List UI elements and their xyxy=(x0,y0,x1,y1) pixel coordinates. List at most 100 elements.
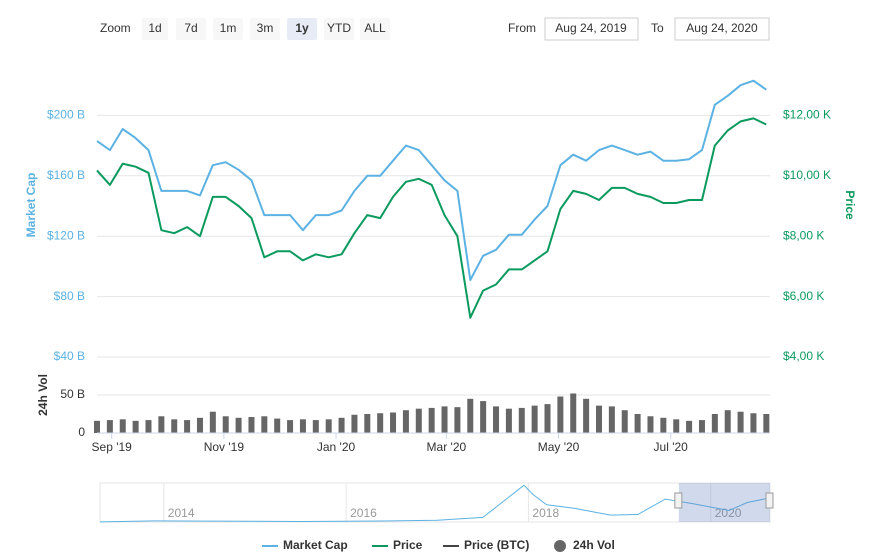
navigator-handle[interactable] xyxy=(674,492,683,509)
volume-bar xyxy=(724,410,731,433)
volume-bar xyxy=(531,405,538,433)
legend-symbol xyxy=(554,540,566,552)
x-tick-label: Sep '19 xyxy=(92,440,133,454)
volume-bar xyxy=(595,405,602,433)
y2-tick-label: $10,00 K xyxy=(783,168,831,182)
line xyxy=(96,79,767,281)
volume-bar xyxy=(402,410,409,433)
volume-bar xyxy=(621,410,628,433)
navigator-tick-label: 2020 xyxy=(715,506,742,520)
navigator-selection[interactable] xyxy=(678,483,770,522)
zoom-button[interactable] xyxy=(360,18,390,40)
y2-tick-label: $8,00 K xyxy=(783,228,824,242)
volume-bar xyxy=(428,407,435,433)
volume-bar xyxy=(312,420,319,433)
navigator-handle[interactable] xyxy=(765,492,774,509)
volume-bar xyxy=(196,417,203,433)
from-value[interactable]: Aug 24, 2019 xyxy=(555,21,627,35)
legend-label[interactable]: 24h Vol xyxy=(573,538,615,552)
volume-bar xyxy=(493,406,500,433)
volume-bar xyxy=(570,393,577,433)
zoom-button-label[interactable]: ALL xyxy=(364,21,386,35)
volume-bar xyxy=(634,414,641,433)
volume-bar xyxy=(711,414,718,433)
y-tick-label: 0 xyxy=(78,425,85,439)
zoom-button[interactable] xyxy=(176,18,206,40)
volume-bar xyxy=(737,411,744,433)
zoom-label: Zoom xyxy=(100,21,131,35)
volume-bar xyxy=(325,419,332,433)
volume-bar xyxy=(364,414,371,433)
navigator-line xyxy=(99,484,771,523)
zoom-button[interactable] xyxy=(287,18,317,40)
volume-bar xyxy=(132,420,139,433)
volume-bar xyxy=(505,408,512,433)
volume-bar xyxy=(287,420,294,433)
volume-bar xyxy=(544,404,551,433)
volume-bar xyxy=(235,417,242,433)
zoom-button-label[interactable]: 1m xyxy=(220,21,237,35)
from-input[interactable] xyxy=(544,17,639,41)
x-tick-label: Mar '20 xyxy=(427,440,467,454)
from-label: From xyxy=(508,21,536,35)
volume-bar xyxy=(415,408,422,433)
volume-bar xyxy=(750,413,757,433)
volume-bar xyxy=(698,420,705,433)
y-tick-label: $80 B xyxy=(54,289,85,303)
zoom-button[interactable] xyxy=(250,18,280,40)
y2-axis-title: Price xyxy=(843,190,857,220)
legend-label[interactable]: Price xyxy=(393,538,423,552)
to-value[interactable]: Aug 24, 2020 xyxy=(686,21,758,35)
y2-tick-label: $12,00 K xyxy=(783,108,831,122)
volume-bar xyxy=(209,411,216,433)
zoom-button[interactable] xyxy=(213,18,243,40)
legend-label[interactable]: Market Cap xyxy=(283,538,348,552)
zoom-button[interactable] xyxy=(324,18,354,40)
volume-bar xyxy=(377,413,384,433)
volume-bar xyxy=(184,420,191,433)
y2-tick-label: $4,00 K xyxy=(783,349,824,363)
y-axis-title: Market Cap xyxy=(24,173,38,238)
zoom-button[interactable] xyxy=(142,18,168,40)
zoom-button-label[interactable]: 7d xyxy=(184,21,197,35)
volume-bar xyxy=(608,406,615,433)
volume-bar xyxy=(763,414,770,433)
navigator-tick-label: 2014 xyxy=(168,506,195,520)
y-tick-label: 50 B xyxy=(60,387,85,401)
volume-bar xyxy=(274,418,281,433)
volume-bar xyxy=(557,396,564,433)
volume-bar xyxy=(351,414,358,433)
zoom-button-label[interactable]: 1d xyxy=(148,21,161,35)
volume-bar xyxy=(441,406,448,433)
x-tick-label: Nov '19 xyxy=(204,440,245,454)
to-label: To xyxy=(651,21,664,35)
line xyxy=(96,117,767,319)
navigator-tick-label: 2016 xyxy=(350,506,377,520)
x-tick-label: Jan '20 xyxy=(317,440,356,454)
volume-bar xyxy=(94,420,100,433)
volume-bar xyxy=(338,417,345,433)
volume-bar xyxy=(480,401,487,433)
volume-bar xyxy=(106,420,113,433)
zoom-button-label[interactable]: YTD xyxy=(327,21,351,35)
legend-label[interactable]: Price (BTC) xyxy=(464,538,529,552)
volume-bar xyxy=(647,416,654,433)
zoom-button-label[interactable]: 1y xyxy=(295,21,309,35)
y-tick-label: $200 B xyxy=(47,108,85,122)
y-tick-label: $160 B xyxy=(47,168,85,182)
zoom-button-label[interactable]: 3m xyxy=(257,21,274,35)
to-input[interactable] xyxy=(674,17,770,41)
volume-bar xyxy=(454,407,461,433)
volume-bar xyxy=(518,407,525,433)
volume-bar xyxy=(145,420,152,433)
volume-bar xyxy=(467,398,474,433)
y-tick-label: $40 B xyxy=(54,349,85,363)
y2-tick-label: $6,00 K xyxy=(783,289,824,303)
y-axis-title: 24h Vol xyxy=(36,374,50,416)
volume-bar xyxy=(222,416,229,433)
volume-bar xyxy=(299,419,306,433)
volume-bar xyxy=(583,398,590,433)
x-tick-label: Jul '20 xyxy=(654,440,689,454)
volume-bar xyxy=(261,416,268,433)
